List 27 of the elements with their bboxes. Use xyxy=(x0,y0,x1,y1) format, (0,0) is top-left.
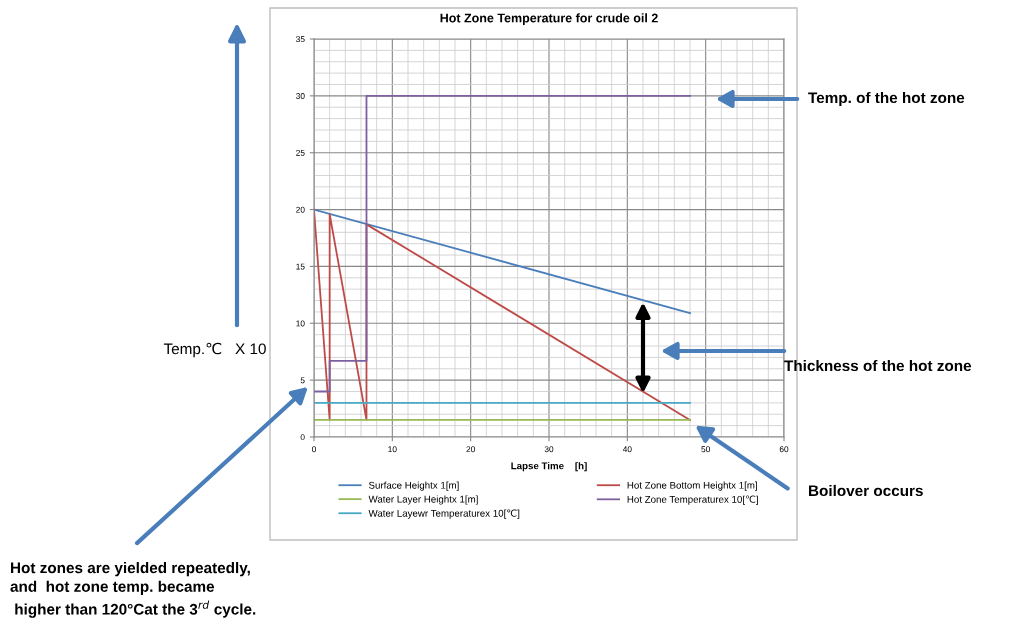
y-tick-label: 5 xyxy=(300,377,305,384)
chart-title: Hot Zone Temperature for crude oil 2 xyxy=(440,13,658,25)
text: Boilover occurs xyxy=(809,484,923,497)
x-tick-label: 40 xyxy=(622,446,632,453)
x-tick-label: 20 xyxy=(466,446,475,453)
y-tick-label: 0 xyxy=(300,434,305,441)
y-tick-label: 30 xyxy=(296,93,305,99)
x-tick-label: 30 xyxy=(544,446,554,453)
y-tick-label: 25 xyxy=(296,149,305,156)
text: Thickness of the hot zone xyxy=(784,359,972,372)
y-tick-label: 10 xyxy=(296,320,305,327)
text: Hot zones are yielded repeatedly, and hot zone temp. became higher than 120°Cat the 3$^{rd}$ cycle. xyxy=(10,562,256,618)
x-tick-label: 60 xyxy=(779,446,789,453)
y-tick-label: 35 xyxy=(296,36,305,43)
x-tick-label: 10 xyxy=(388,446,397,453)
x-tick-label: 0 xyxy=(312,446,316,453)
y-tick-label: 15 xyxy=(296,263,305,270)
y-tick-label: 20 xyxy=(296,206,305,213)
legend-label: Hot Zone Temperaturex 10[℃] xyxy=(627,495,758,505)
legend-label: Water Layer Heightx 1[m] xyxy=(368,495,478,505)
y-axis-title: Temp.℃ X 10 xyxy=(163,342,266,358)
legend-label: Water Layewr Temperaturex 10[℃] xyxy=(368,509,520,519)
x-axis-title: Lapse Time [h] xyxy=(511,462,587,472)
legend-label: Hot Zone Bottom Heightx 1[m] xyxy=(627,481,757,491)
text: Temp. of the hot zone xyxy=(808,91,965,107)
legend-label: Surface Heightx 1[m] xyxy=(368,481,459,491)
x-tick-label: 50 xyxy=(701,446,710,453)
